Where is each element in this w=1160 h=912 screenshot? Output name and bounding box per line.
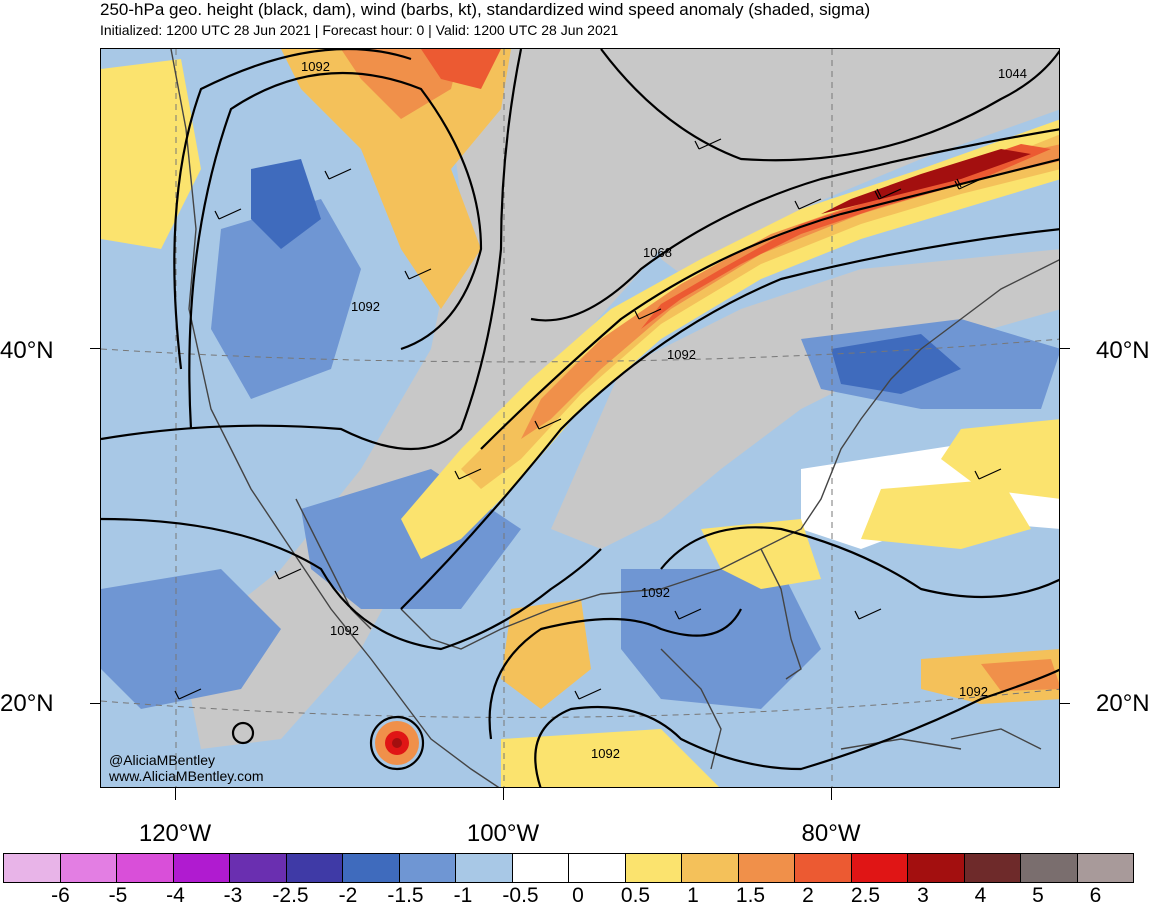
colorbar-swatch bbox=[511, 853, 569, 883]
lon-label: 120°W bbox=[138, 820, 212, 847]
contour-label: 1092 bbox=[959, 684, 988, 699]
colorbar-label: 2 bbox=[802, 884, 814, 907]
colorbar-swatch bbox=[907, 853, 965, 883]
colorbar-label: 6 bbox=[1089, 884, 1102, 907]
colorbar-label: 0 bbox=[572, 884, 584, 907]
colorbar-label: -1 bbox=[453, 884, 473, 907]
credit-handle: @AliciaMBentley bbox=[109, 752, 216, 768]
colorbar-swatch bbox=[455, 853, 513, 883]
colorbar-swatch bbox=[59, 853, 117, 883]
colorbar-label: 0.5 bbox=[620, 884, 651, 907]
colorbar-label: 1.5 bbox=[735, 884, 766, 907]
height-contours bbox=[101, 49, 1059, 787]
contour-label: 1044 bbox=[998, 66, 1027, 81]
colorbar-swatch bbox=[681, 853, 739, 883]
colorbar bbox=[3, 853, 1134, 883]
colorbar-label: 3 bbox=[917, 884, 929, 907]
colorbar-swatch bbox=[794, 853, 852, 883]
colorbar-swatch bbox=[850, 853, 908, 883]
anomaly-shading bbox=[101, 49, 1059, 787]
lon-label: 100°W bbox=[466, 820, 540, 847]
colorbar-swatch bbox=[1076, 853, 1134, 883]
colorbar-swatch bbox=[172, 853, 230, 883]
colorbar-label: -4 bbox=[166, 884, 185, 907]
lat-label-right: 20°N bbox=[1096, 690, 1150, 717]
contour-label: 1092 bbox=[641, 585, 670, 600]
colorbar-label: -5 bbox=[108, 884, 128, 907]
contour-label: 1092 bbox=[301, 59, 330, 74]
colorbar-swatch bbox=[624, 853, 682, 883]
weather-map: 1092 1044 1068 1092 1092 1092 1092 1092 … bbox=[100, 48, 1060, 788]
lon-tick bbox=[503, 788, 504, 800]
colorbar-swatch bbox=[229, 853, 287, 883]
colorbar-label: -1.5 bbox=[387, 884, 424, 907]
map-canvas: 1092 1044 1068 1092 1092 1092 1092 1092 … bbox=[101, 49, 1059, 787]
lat-label-left: 20°N bbox=[0, 690, 54, 717]
contour-label: 1068 bbox=[643, 245, 672, 260]
map-title: 250-hPa geo. height (black, dam), wind (… bbox=[100, 0, 871, 19]
lat-tick-right bbox=[1060, 348, 1070, 349]
lat-tick-left bbox=[90, 703, 100, 704]
colorbar-swatch bbox=[3, 853, 61, 883]
colorbar-swatch bbox=[398, 853, 456, 883]
colorbar-swatch bbox=[116, 853, 174, 883]
colorbar-swatch bbox=[1020, 853, 1078, 883]
colorbar-label: -0.5 bbox=[502, 884, 539, 907]
colorbar-swatch bbox=[737, 853, 795, 883]
lat-tick-left bbox=[90, 348, 100, 349]
colorbar-swatch bbox=[568, 853, 626, 883]
lon-label: 80°W bbox=[801, 820, 861, 847]
contour-label: 1092 bbox=[351, 299, 380, 314]
map-subtitle: Initialized: 1200 UTC 28 Jun 2021 | Fore… bbox=[100, 22, 619, 38]
colorbar-label: -3 bbox=[223, 884, 243, 907]
colorbar-label: 5 bbox=[1032, 884, 1044, 907]
colorbar-label: -6 bbox=[51, 884, 70, 907]
lat-tick-right bbox=[1060, 703, 1070, 704]
colorbar-label: 4 bbox=[974, 884, 987, 907]
colorbar-swatch bbox=[285, 853, 343, 883]
lon-tick bbox=[175, 788, 176, 800]
colorbar-label: -2.5 bbox=[272, 884, 309, 907]
contour-label: 1092 bbox=[330, 623, 359, 638]
colorbar-label: 2.5 bbox=[850, 884, 881, 907]
lat-label-left: 40°N bbox=[0, 337, 54, 364]
lon-tick bbox=[831, 788, 832, 800]
colorbar-label: -2 bbox=[338, 884, 358, 907]
lat-label-right: 40°N bbox=[1096, 337, 1150, 364]
credit: @AliciaMBentley www.AliciaMBentley.com bbox=[109, 752, 264, 784]
colorbar-swatch bbox=[342, 853, 400, 883]
wind-barbs bbox=[174, 138, 1002, 700]
contour-labels: 1092 1044 1068 1092 1092 1092 1092 1092 … bbox=[301, 59, 1027, 761]
contour-label: 1092 bbox=[667, 347, 696, 362]
colorbar-label: 1 bbox=[687, 884, 699, 907]
coastlines bbox=[170, 49, 1059, 787]
contour-label: 1092 bbox=[591, 746, 620, 761]
colorbar-swatch bbox=[963, 853, 1021, 883]
credit-website: www.AliciaMBentley.com bbox=[109, 768, 264, 784]
